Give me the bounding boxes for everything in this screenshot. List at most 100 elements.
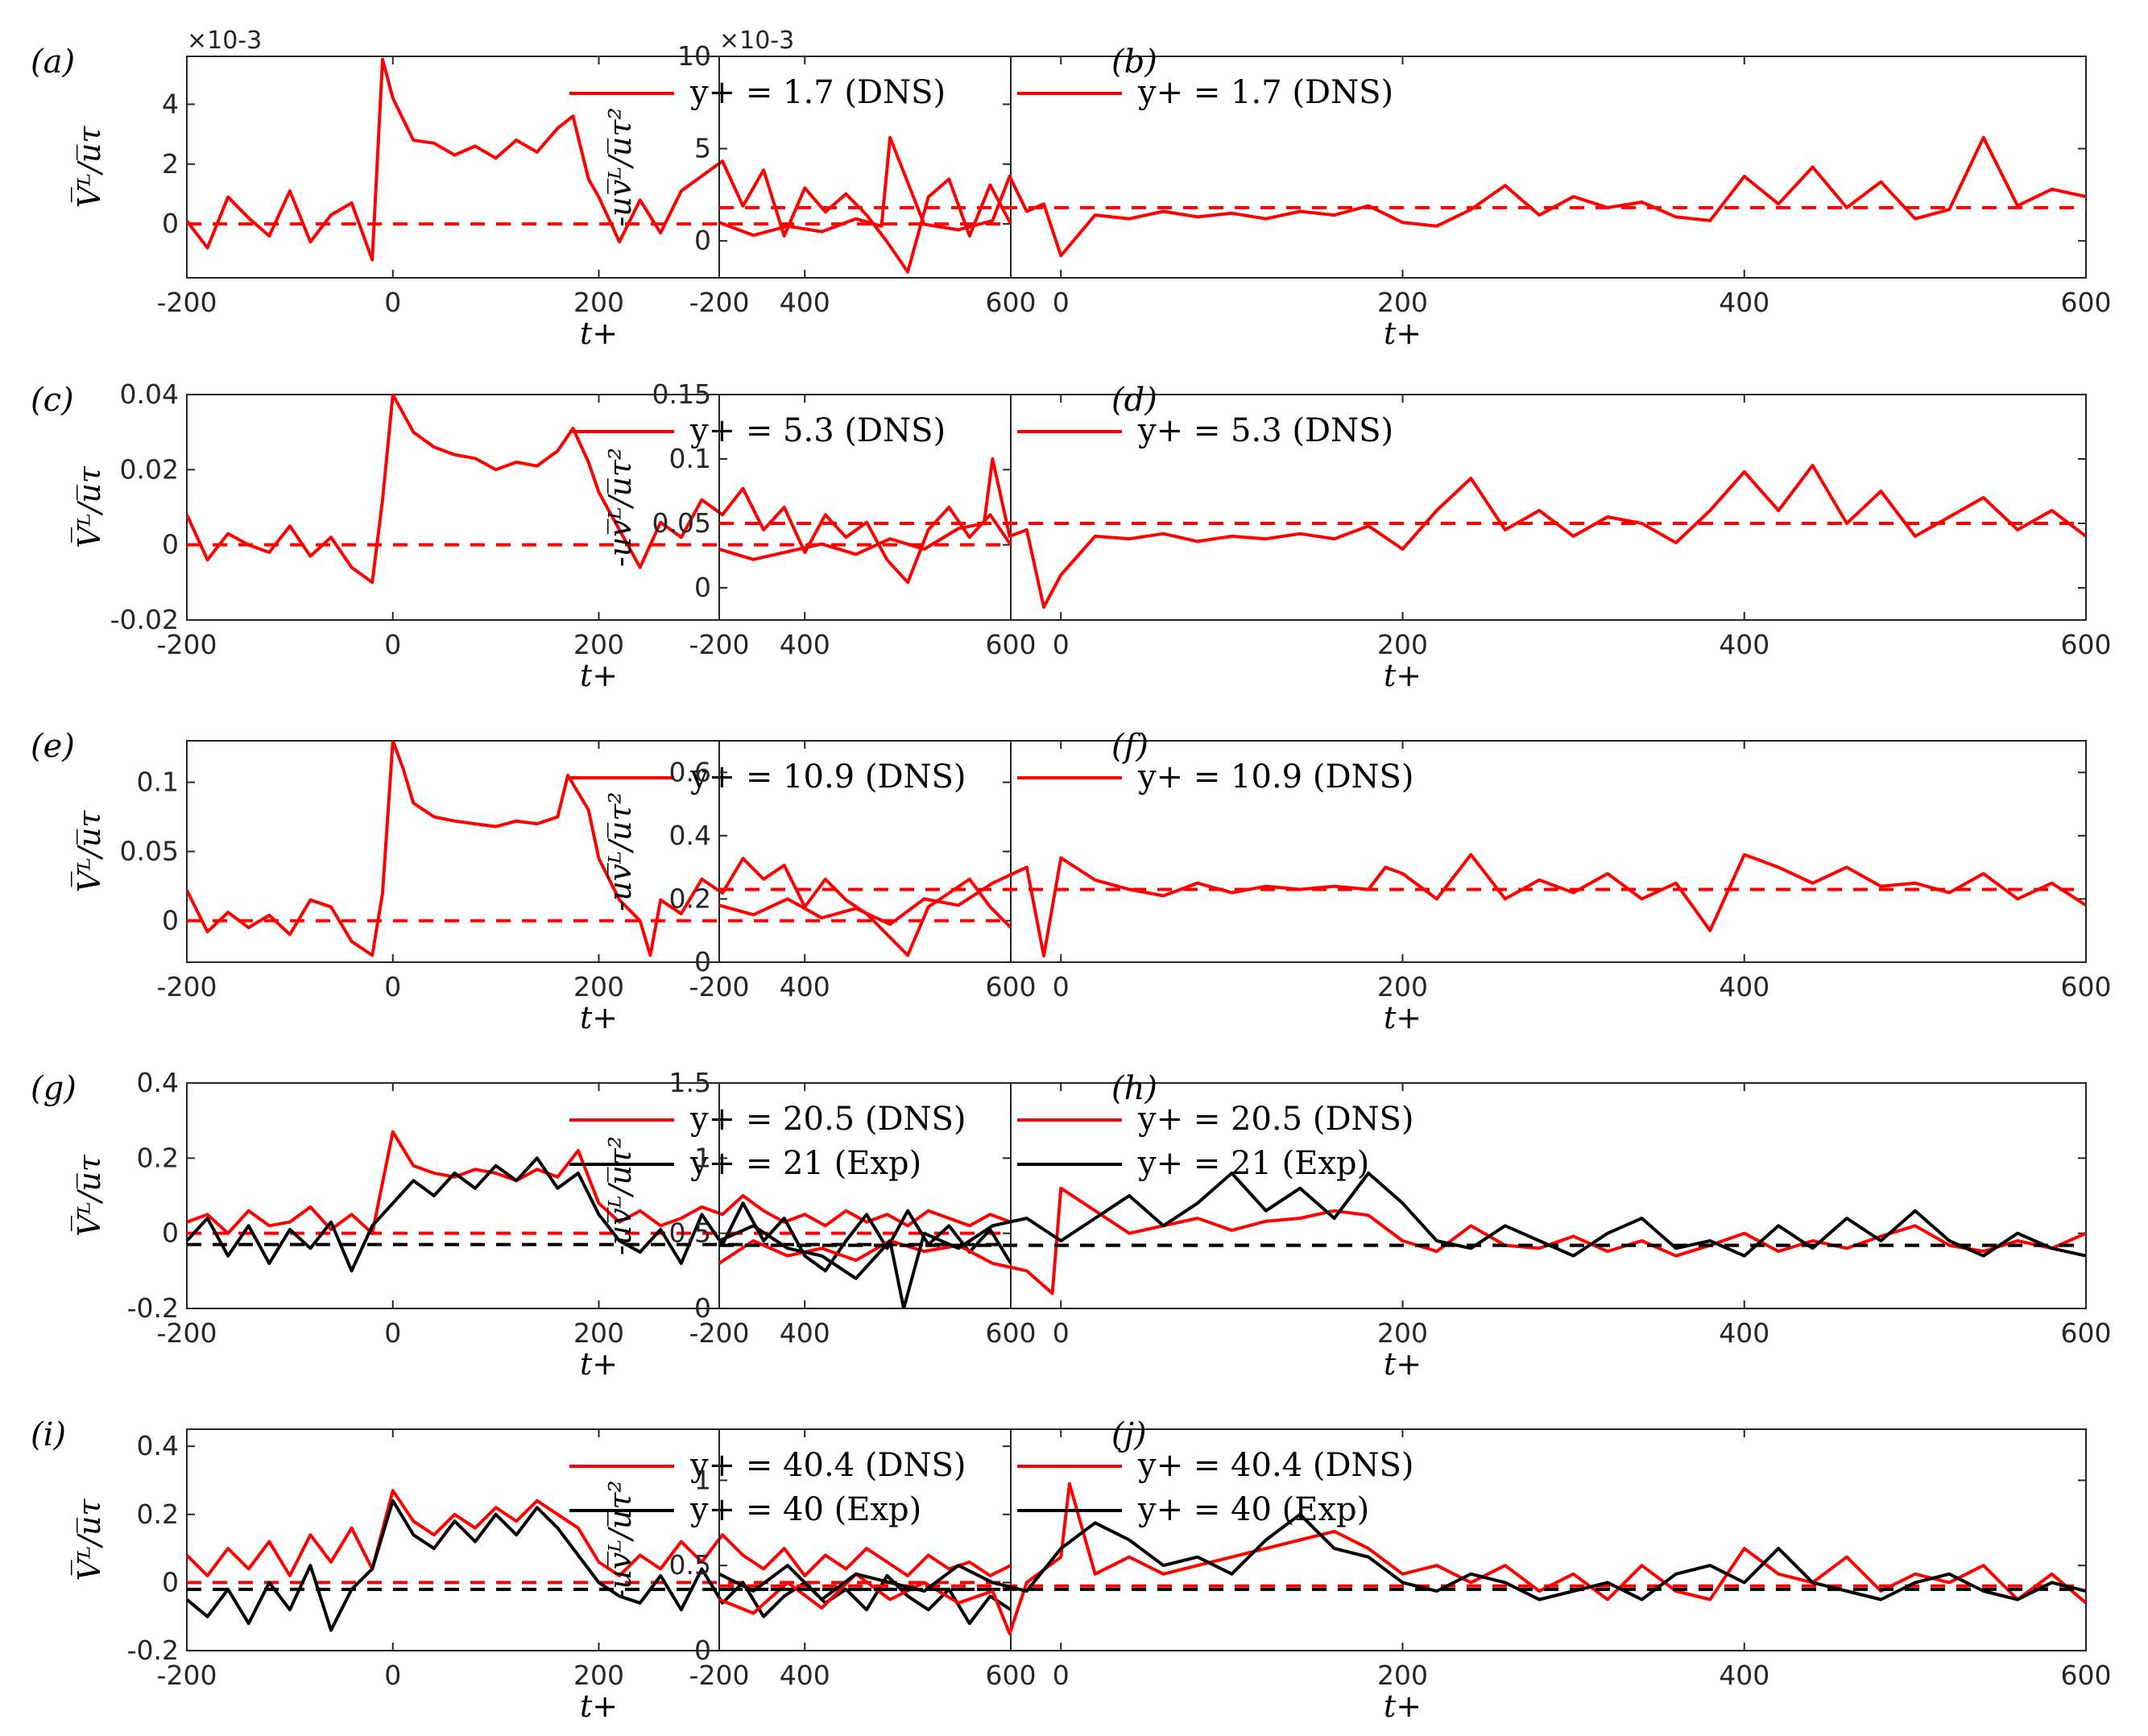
y-axis-label: V̅ᴸ/u̅τ — [71, 810, 107, 893]
x-tick-label: -200 — [689, 971, 750, 1002]
series-line-series1 — [719, 135, 2086, 258]
x-tick-label: 0 — [1053, 1660, 1070, 1691]
x-tick-label: 400 — [780, 1317, 830, 1349]
y-tick-label: 1 — [694, 1464, 711, 1495]
y-tick-label: 0 — [694, 225, 711, 256]
legend-entry: y+ = 10.9 (DNS) — [689, 758, 966, 796]
series-line-series2 — [719, 1172, 2086, 1308]
panel-f: -200 0 200 400 60000.20.40.6t+-uv̅ᴸ/u̅τ²(f)y… — [602, 728, 2112, 1035]
x-tick-label: 600 — [986, 1317, 1037, 1349]
x-tick-label: 0 — [384, 1317, 401, 1349]
series-line-series1 — [719, 853, 2086, 958]
x-tick-label: 400 — [1719, 287, 1769, 318]
x-axis-label: t+ — [1384, 316, 1422, 351]
legend: y+ = 10.9 (DNS) — [569, 758, 966, 796]
legend-entry: y+ = 1.7 (DNS) — [1137, 74, 1393, 111]
x-tick-label: 600 — [986, 629, 1037, 660]
y-tick-label: 0.02 — [120, 453, 179, 485]
legend: y+ = 5.3 (DNS) — [569, 412, 946, 449]
x-tick-label: 200 — [573, 287, 624, 318]
x-axis-label: t+ — [580, 1346, 618, 1382]
x-tick-label: 200 — [573, 1317, 624, 1349]
legend-entry: y+ = 5.3 (DNS) — [689, 412, 946, 449]
x-tick-label: 0 — [1053, 287, 1070, 318]
y-tick-label: -0.2 — [127, 1635, 179, 1666]
x-tick-label: 0 — [384, 1660, 401, 1691]
legend: y+ = 10.9 (DNS) — [1017, 758, 1414, 796]
panel-label: (a) — [31, 43, 75, 81]
y-tick-label: 2 — [162, 148, 179, 180]
y-tick-label: 0 — [162, 1566, 179, 1598]
x-tick-label: 600 — [2061, 1660, 2112, 1691]
series-line-series1 — [187, 57, 1011, 274]
y-axis-label: V̅ᴸ/u̅τ — [71, 1154, 107, 1237]
y-tick-label: 10 — [677, 40, 711, 72]
y-tick-label: 0.2 — [137, 1498, 179, 1530]
x-axis-label: t+ — [580, 316, 618, 351]
y-tick-label: 0 — [694, 1292, 711, 1324]
data-layer — [719, 1482, 2086, 1635]
legend-entry: y+ = 20.5 (DNS) — [1137, 1101, 1414, 1138]
y-tick-label: 0.1 — [669, 443, 711, 474]
y-tick-label: 0.5 — [669, 1549, 711, 1581]
y-tick-label: 0.4 — [137, 1067, 179, 1098]
y-axis-label: -uv̅ᴸ/u̅τ² — [602, 448, 638, 567]
legend: y+ = 40.4 (DNS) y+ = 40 (Exp) — [569, 1447, 966, 1528]
x-tick-label: 400 — [1719, 629, 1769, 660]
x-tick-label: 600 — [2061, 287, 2112, 318]
x-axis-label: t+ — [580, 1688, 618, 1724]
data-layer — [719, 1172, 2086, 1308]
x-tick-label: -200 — [157, 1317, 217, 1349]
panel-label: (d) — [1111, 382, 1157, 419]
y-axis-label: V̅ᴸ/u̅τ — [71, 126, 107, 209]
series-line-series1 — [187, 395, 1011, 585]
series-line-series1 — [719, 457, 2086, 609]
x-tick-label: 0 — [384, 287, 401, 318]
y-tick-label: 0 — [162, 208, 179, 239]
panel-label: (c) — [31, 382, 74, 419]
y-tick-label: 0.15 — [652, 378, 711, 410]
y-axis-label: -uv̅ᴸ/u̅τ² — [602, 107, 638, 226]
x-tick-label: 400 — [1719, 1660, 1769, 1691]
legend: y+ = 40.4 (DNS) y+ = 40 (Exp) — [1017, 1447, 1414, 1528]
data-layer — [719, 135, 2086, 258]
x-axis-label: t+ — [580, 658, 618, 693]
series-line-series2 — [187, 1498, 1011, 1632]
x-tick-label: 200 — [1377, 971, 1428, 1002]
panel-d: -200 0 200 400 600 0 0.05 0.1 0.15 t+ -uv̅ᴸ/u̅τ² (d… — [602, 378, 2112, 693]
data-layer — [187, 57, 1011, 274]
legend: y+ = 1.7 (DNS) — [569, 74, 946, 111]
y-exponent: ×10-3 — [187, 27, 262, 55]
panel-label: (g) — [31, 1070, 77, 1107]
legend: y+ = 5.3 (DNS) — [1017, 412, 1393, 449]
x-tick-label: 600 — [2061, 1317, 2112, 1349]
y-tick-label: 0 — [162, 904, 179, 936]
x-tick-label: 400 — [780, 287, 830, 318]
x-tick-label: 200 — [1377, 287, 1428, 318]
x-tick-label: 400 — [780, 629, 830, 660]
x-axis-label: t+ — [1384, 1000, 1422, 1035]
panel-i: -200 0 200 400 600-0.200.20.4t+V̅ᴸ/u̅τ(i)y+ … — [31, 1416, 1037, 1724]
legend-entry: y+ = 20.5 (DNS) — [689, 1101, 966, 1138]
legend-entry: y+ = 40.4 (DNS) — [1137, 1447, 1414, 1484]
data-layer — [187, 1489, 1011, 1632]
legend: y+ = 20.5 (DNS) y+ = 21 (Exp) — [569, 1101, 966, 1182]
y-tick-label: 0 — [694, 572, 711, 603]
x-tick-label: 200 — [573, 1660, 624, 1691]
panel-label: (h) — [1111, 1070, 1157, 1107]
y-tick-label: 0.6 — [669, 756, 711, 787]
legend-entry: y+ = 5.3 (DNS) — [1137, 412, 1393, 449]
legend: y+ = 20.5 (DNS) y+ = 21 (Exp) — [1017, 1101, 1414, 1182]
x-tick-label: 200 — [573, 971, 624, 1002]
panel-label: (j) — [1111, 1416, 1147, 1453]
panel-c: -200 0 200 400 600 -0.02 0 0.02 0.04 t+ V̅ᴸ/u̅τ (c)… — [31, 378, 1037, 693]
x-tick-label: 200 — [1377, 1317, 1428, 1349]
x-tick-label: -200 — [689, 287, 750, 318]
series-line-series2 — [187, 1156, 1011, 1273]
x-axis-label: t+ — [580, 1000, 618, 1035]
x-tick-label: 0 — [384, 971, 401, 1002]
y-tick-label: 0 — [162, 1217, 179, 1249]
